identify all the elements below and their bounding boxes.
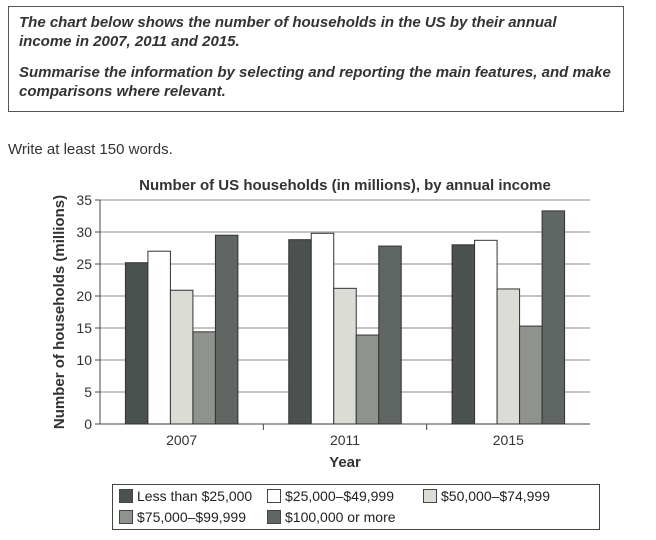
chart-title: Number of US households (in millions), b…: [139, 177, 551, 194]
bar-2011-0: [288, 239, 312, 425]
bar-2007-0: [124, 262, 149, 425]
y-axis-label: Number of households (millions): [51, 195, 68, 429]
bar-2015-2: [496, 288, 521, 425]
legend-label: $50,000–$74,999: [441, 488, 550, 504]
legend-swatch: [119, 510, 133, 524]
bar-2007-1: [147, 250, 171, 425]
y-tick-label: 5: [84, 384, 92, 400]
bar-2015-4: [541, 210, 566, 425]
bar-2011-2: [333, 287, 357, 425]
y-tick-label: 0: [84, 416, 92, 432]
y-tick-label: 15: [76, 320, 92, 336]
legend-swatch: [267, 510, 281, 524]
bar-2007-2: [169, 289, 194, 425]
y-tick-label: 25: [76, 256, 92, 272]
bar-2011-1: [310, 232, 335, 425]
legend-label: Less than $25,000: [137, 488, 253, 504]
x-axis-label: Year: [329, 454, 361, 471]
bar-2011-3: [355, 334, 380, 425]
x-tick-label: 2015: [493, 432, 524, 448]
bar-2007-4: [214, 234, 239, 425]
legend-item: $100,000 or more: [267, 509, 396, 525]
legend-item: $25,000–$49,999: [267, 488, 394, 504]
y-tick-label: 10: [76, 352, 92, 368]
legend-swatch: [423, 489, 437, 503]
y-tick-label: 30: [76, 224, 92, 240]
prompt-task: Summarise the information by selecting a…: [19, 64, 611, 100]
x-tick-label: 2011: [330, 432, 360, 448]
word-count-instruction: Write at least 150 words.: [8, 141, 173, 158]
bar-2015-3: [519, 325, 543, 425]
legend-item: Less than $25,000: [119, 488, 252, 504]
legend-label: $75,000–$99,999: [137, 509, 246, 525]
chart-legend: Less than $25,000 $25,000–$49,999 $50,000–…: [112, 484, 600, 530]
legend-swatch: [267, 489, 281, 503]
legend-swatch: [119, 489, 133, 503]
task-prompt-box: The chart below shows the number of hous…: [8, 6, 624, 112]
bar-2015-1: [474, 239, 498, 425]
prompt-description: The chart below shows the number of hous…: [19, 14, 557, 50]
bar-2011-4: [378, 245, 402, 425]
legend-item: $75,000–$99,999: [119, 509, 246, 525]
legend-label: $100,000 or more: [285, 509, 396, 525]
legend-item: $50,000–$74,999: [423, 488, 550, 504]
y-tick-label: 20: [76, 288, 92, 304]
legend-label: $25,000–$49,999: [285, 488, 394, 504]
bar-2007-3: [192, 331, 216, 425]
x-tick-label: 2007: [166, 432, 197, 448]
bar-2015-0: [451, 244, 476, 425]
y-tick-label: 35: [76, 192, 92, 208]
